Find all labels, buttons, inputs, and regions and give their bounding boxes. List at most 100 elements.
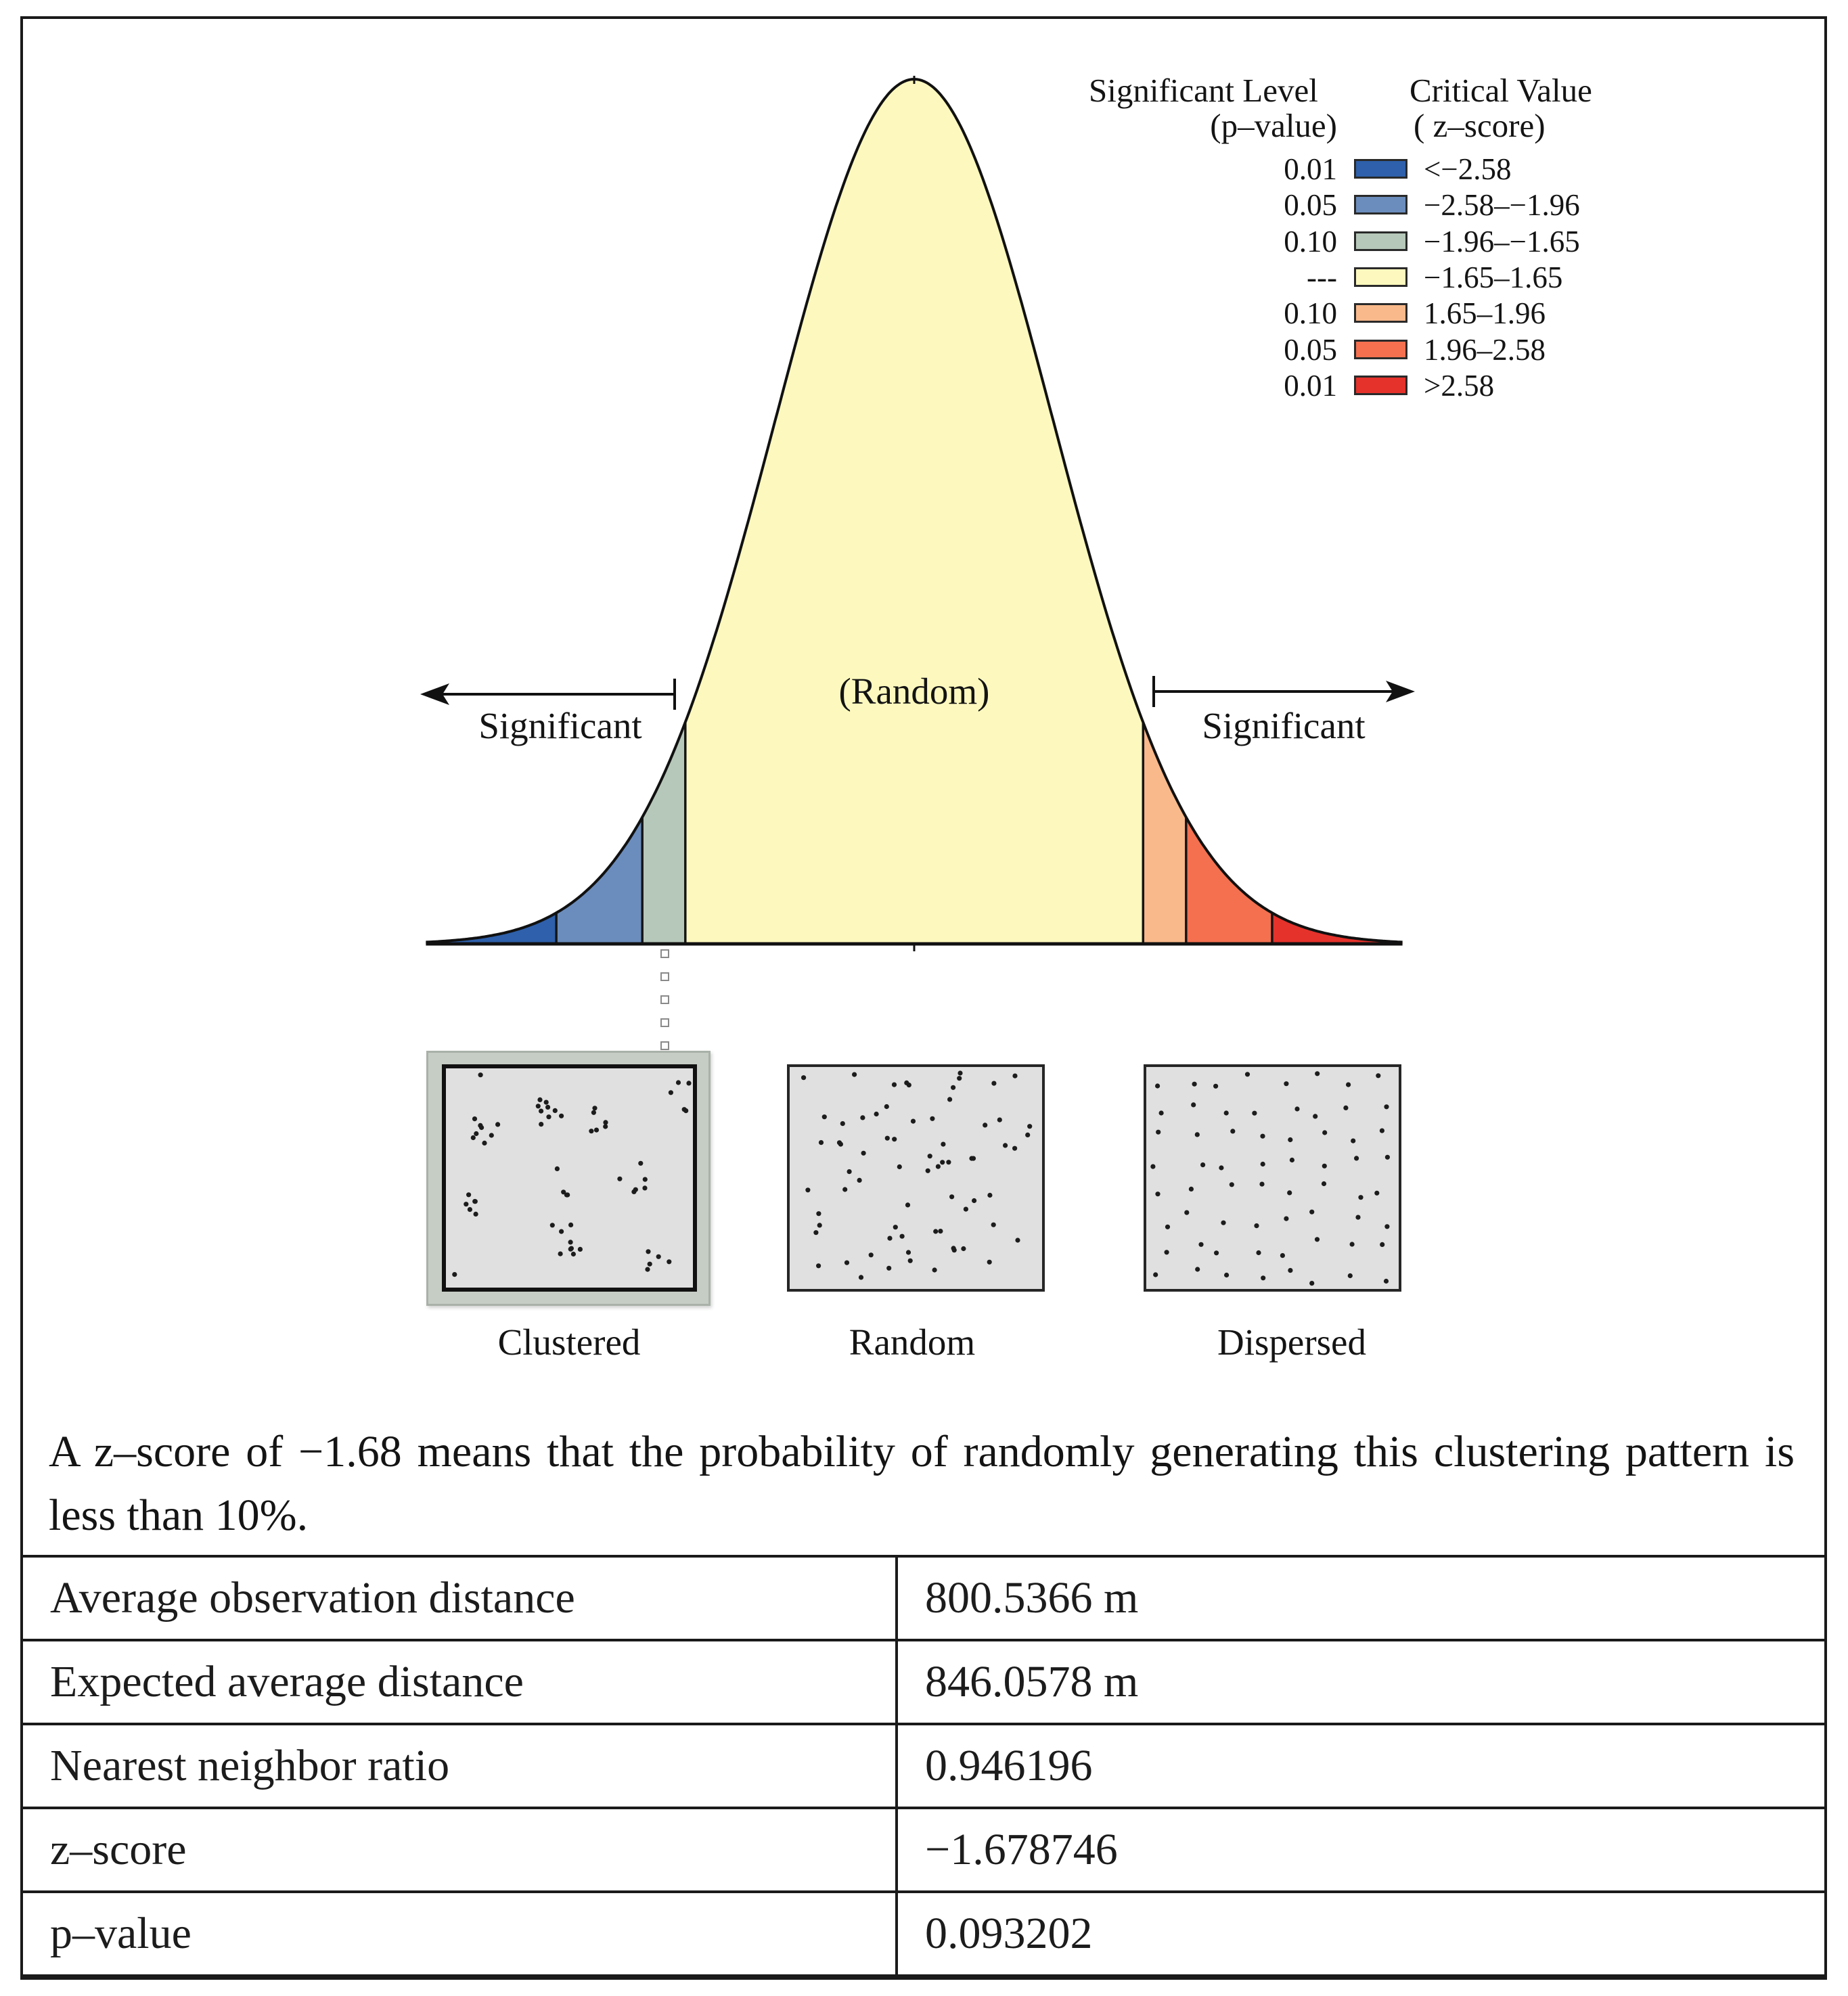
pattern-point [561, 1189, 566, 1195]
legend-pvalue: 0.05 [1284, 188, 1337, 222]
pattern-point [932, 1267, 937, 1273]
pattern-point [1155, 1083, 1160, 1089]
clustered-points [452, 1072, 692, 1277]
pattern-point [568, 1222, 574, 1227]
curve-band-1 [426, 913, 557, 944]
legend-range: −2.58–−1.96 [1424, 188, 1580, 222]
pattern-point [1156, 1129, 1161, 1135]
pattern-point [603, 1120, 608, 1125]
critical-value-lines [555, 722, 1274, 944]
pattern-point [546, 1114, 551, 1120]
pattern-point [592, 1106, 598, 1111]
pattern-point [478, 1072, 483, 1078]
pattern-point [949, 1194, 955, 1200]
left-significant-arrow [420, 679, 676, 710]
pattern-point [646, 1249, 651, 1254]
pattern-point [675, 1080, 681, 1085]
bell-curve [420, 76, 1415, 951]
pattern-point [840, 1121, 845, 1127]
curve-band-5 [1143, 722, 1186, 944]
figure-frame [20, 16, 1827, 1980]
connector-dot [660, 972, 669, 981]
pattern-point [473, 1211, 478, 1217]
pattern-point [1347, 1273, 1353, 1279]
pattern-point [1351, 1138, 1356, 1143]
random-points [801, 1070, 1033, 1280]
table-row: Nearest neighbor ratio 0.946196 [20, 1723, 1827, 1809]
pattern-point [1230, 1129, 1236, 1134]
pattern-point [549, 1223, 555, 1228]
curve-band-2 [556, 817, 643, 944]
pattern-point [464, 1202, 469, 1207]
pattern-point [478, 1122, 483, 1128]
pattern-point [852, 1072, 857, 1077]
pattern-point [861, 1150, 866, 1156]
pattern-point [969, 1156, 974, 1161]
pattern-point [1343, 1105, 1349, 1110]
pattern-point [568, 1246, 573, 1252]
pattern-point [857, 1177, 862, 1183]
pattern-point [907, 1258, 913, 1263]
pattern-point [987, 1192, 993, 1198]
pattern-point [686, 1081, 692, 1086]
pattern-point [938, 1229, 943, 1234]
arrow-left-icon [420, 683, 449, 705]
pattern-point [667, 1259, 672, 1265]
pattern-point [1260, 1133, 1265, 1139]
pattern-point [1346, 1082, 1351, 1087]
legend-row: 0.10 −1.96–−1.65 [1259, 223, 1624, 260]
pattern-point [818, 1140, 824, 1146]
pattern-point [1309, 1209, 1315, 1215]
pattern-point [1219, 1165, 1224, 1171]
pattern-point [535, 1104, 541, 1109]
pattern-point [1194, 1132, 1200, 1137]
pattern-point [1198, 1242, 1204, 1247]
pattern-point [472, 1199, 478, 1204]
pattern-point [1315, 1071, 1320, 1076]
pattern-point [801, 1075, 807, 1081]
curve-band-3 [642, 722, 685, 944]
pattern-point [1379, 1128, 1384, 1133]
legend-pvalue: --- [1307, 260, 1337, 294]
pattern-point [495, 1122, 501, 1127]
pattern-point [891, 1082, 897, 1087]
legend-row: 0.05 1.96–2.58 [1259, 332, 1624, 368]
pattern-point [558, 1251, 563, 1256]
pattern-point [577, 1246, 583, 1252]
pattern-point [482, 1140, 487, 1146]
pattern-point [570, 1251, 576, 1257]
legend-pvalue: 0.01 [1284, 369, 1337, 403]
pattern-point [972, 1198, 977, 1204]
legend-row: --- −1.65–1.65 [1259, 259, 1624, 296]
pattern-point [1165, 1224, 1171, 1229]
legend-pvalue: 0.01 [1284, 152, 1337, 186]
pattern-point [874, 1111, 879, 1117]
table-value-cell: 0.093202 [895, 1890, 1827, 1977]
pattern-point [957, 1076, 962, 1081]
legend-pvalue: 0.05 [1284, 333, 1337, 367]
pattern-point [1254, 1223, 1259, 1229]
pattern-point [963, 1206, 968, 1212]
random-region-label: (Random) [838, 671, 990, 712]
pattern-point [1252, 1110, 1257, 1116]
pattern-point [813, 1230, 819, 1235]
pattern-point [1321, 1181, 1327, 1187]
legend-critical-header: Critical Value [1410, 72, 1592, 109]
pattern-point [893, 1225, 898, 1230]
pattern-point [1309, 1281, 1315, 1286]
pattern-point [946, 1160, 951, 1165]
table-value-cell: 800.5366 m [895, 1555, 1827, 1641]
pattern-point [892, 1137, 897, 1142]
pattern-point [884, 1135, 890, 1141]
table-value-cell: 0.946196 [895, 1723, 1827, 1809]
pattern-point [1015, 1238, 1020, 1243]
pattern-point [816, 1211, 821, 1217]
table-value-cell: 846.0578 m [895, 1639, 1827, 1725]
legend-significance-header: Significant Level [1089, 72, 1318, 109]
dispersed-label: Dispersed [1217, 1321, 1366, 1363]
pattern-point [930, 1116, 935, 1121]
pattern-point [860, 1115, 865, 1120]
pattern-point [933, 1229, 939, 1234]
pattern-point [1003, 1143, 1008, 1148]
